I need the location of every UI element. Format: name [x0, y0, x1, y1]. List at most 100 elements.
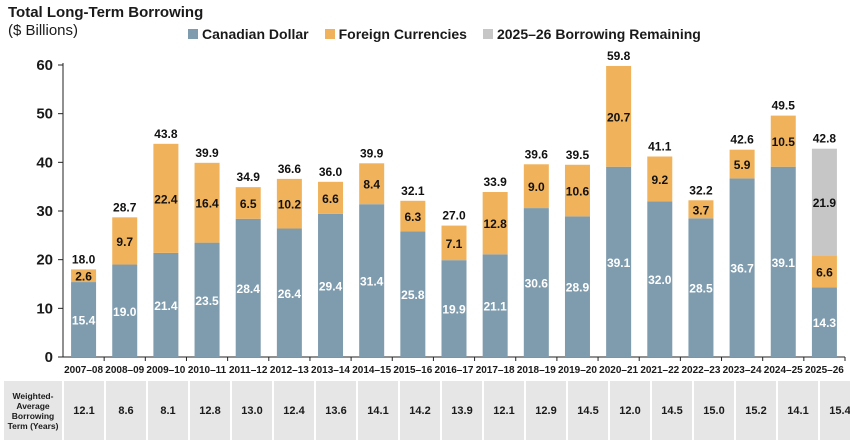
total-label: 32.2 [689, 183, 713, 197]
weighted-average-term-table: Weighted-Average Borrowing Term (Years) … [4, 381, 850, 440]
legend-swatch-foreign-currencies [324, 29, 335, 39]
bar-canadian-dollar [153, 252, 179, 357]
data-label-foreign-currencies: 9.2 [651, 173, 668, 187]
x-tick-label: 2024–25 [764, 365, 803, 376]
bar-canadian-dollar [729, 178, 755, 357]
bar-foreign-currencies [688, 200, 714, 219]
table-cell: 8.1 [148, 381, 188, 440]
table-row-label: Weighted-Average Borrowing Term (Years) [4, 381, 62, 440]
bar-canadian-dollar [523, 208, 549, 357]
data-label-foreign-currencies: 10.5 [772, 135, 796, 149]
bar-canadian-dollar [647, 201, 673, 357]
x-tick-label: 2015–16 [393, 365, 432, 376]
total-label: 41.1 [648, 139, 672, 153]
bar-borrowing-remaining [811, 148, 837, 256]
total-label: 39.5 [566, 148, 590, 162]
data-label-canadian-dollar: 25.8 [401, 288, 425, 302]
data-label-canadian-dollar: 15.4 [72, 314, 96, 328]
chart-title: Total Long-Term Borrowing [8, 4, 204, 21]
y-tick-label: 30 [36, 203, 53, 220]
data-label-canadian-dollar: 31.4 [360, 275, 384, 289]
total-label: 28.7 [113, 200, 137, 214]
data-label-canadian-dollar: 19.0 [113, 305, 137, 319]
bar-foreign-currencies [770, 115, 796, 167]
bar-foreign-currencies [400, 200, 426, 232]
bar-canadian-dollar [688, 218, 714, 357]
legend-label-foreign-currencies: Foreign Currencies [338, 26, 467, 42]
data-label-canadian-dollar: 14.3 [813, 316, 837, 330]
bar-foreign-currencies [523, 164, 549, 209]
data-label-foreign-currencies: 12.8 [483, 217, 507, 231]
bar-canadian-dollar [606, 166, 632, 357]
data-label-canadian-dollar: 29.4 [319, 279, 343, 293]
table-cell: 8.6 [106, 381, 146, 440]
data-label-canadian-dollar: 32.0 [648, 273, 672, 287]
data-label-canadian-dollar: 21.4 [154, 299, 178, 313]
x-tick-label: 2012–13 [270, 365, 309, 376]
data-label-canadian-dollar: 28.4 [237, 282, 261, 296]
table-cell: 13.9 [442, 381, 482, 440]
table-cell: 15.2 [736, 381, 776, 440]
total-label: 32.1 [401, 184, 425, 198]
x-tick-label: 2025–26 [805, 365, 844, 376]
table-cell: 13.6 [316, 381, 356, 440]
data-label-foreign-currencies: 6.6 [322, 192, 339, 206]
y-tick-label: 20 [36, 252, 53, 269]
total-label: 42.8 [813, 132, 837, 146]
bar-canadian-dollar [276, 228, 302, 357]
x-tick-label: 2019–20 [558, 365, 597, 376]
data-label-canadian-dollar: 28.5 [689, 282, 713, 296]
bar-canadian-dollar [318, 213, 344, 357]
x-tick-label: 2009–10 [146, 365, 185, 376]
bar-canadian-dollar [194, 242, 220, 357]
x-tick-label: 2017–18 [476, 365, 515, 376]
bar-foreign-currencies [276, 178, 302, 229]
y-tick-label: 0 [45, 349, 53, 366]
data-label-foreign-currencies: 22.4 [154, 192, 178, 206]
bar-foreign-currencies [564, 164, 590, 217]
y-tick-label: 50 [36, 106, 53, 123]
table-cell: 14.5 [568, 381, 608, 440]
total-label: 43.8 [154, 127, 178, 141]
data-label-foreign-currencies: 8.4 [363, 178, 380, 192]
bar-foreign-currencies [235, 187, 261, 219]
bar-canadian-dollar [400, 231, 426, 357]
legend-swatch-borrowing-remaining [482, 29, 493, 39]
table-cell: 14.1 [778, 381, 818, 440]
total-label: 27.0 [442, 209, 466, 223]
bar-foreign-currencies [194, 162, 220, 243]
bar-foreign-currencies [606, 65, 632, 167]
total-label: 34.9 [237, 170, 261, 184]
x-tick-label: 2014–15 [352, 365, 391, 376]
data-label-foreign-currencies: 9.0 [528, 180, 545, 194]
legend-label-canadian-dollar: Canadian Dollar [202, 26, 309, 42]
data-label-foreign-currencies: 7.1 [446, 237, 463, 251]
total-label: 39.6 [525, 147, 549, 161]
bar-foreign-currencies [153, 143, 179, 253]
x-tick-label: 2022–23 [681, 365, 720, 376]
data-label-foreign-currencies: 3.7 [693, 203, 710, 217]
bar-foreign-currencies [318, 181, 344, 214]
data-label-canadian-dollar: 39.1 [772, 256, 796, 270]
table-cell: 13.0 [232, 381, 272, 440]
legend: Canadian Dollar Foreign Currencies 2025–… [188, 26, 701, 42]
total-label: 42.6 [730, 133, 754, 147]
bar-canadian-dollar [235, 218, 261, 357]
data-label-canadian-dollar: 36.7 [730, 262, 754, 276]
data-label-canadian-dollar: 23.5 [195, 294, 219, 308]
table-cell: 12.0 [610, 381, 650, 440]
bar-foreign-currencies [441, 225, 467, 261]
legend-label-borrowing-remaining: 2025–26 Borrowing Remaining [496, 26, 701, 42]
bar-foreign-currencies [647, 156, 673, 202]
x-tick-label: 2011–12 [229, 365, 268, 376]
x-tick-label: 2008–09 [105, 365, 144, 376]
x-tick-label: 2021–22 [640, 365, 679, 376]
data-label-canadian-dollar: 30.6 [525, 277, 549, 291]
data-label-foreign-currencies: 9.7 [116, 235, 133, 249]
total-label: 39.9 [195, 146, 219, 160]
bar-foreign-currencies [811, 255, 837, 288]
table-cell: 14.2 [400, 381, 440, 440]
bar-canadian-dollar [770, 166, 796, 357]
legend-item-foreign-currencies: Foreign Currencies [324, 26, 467, 42]
bar-foreign-currencies [482, 192, 508, 255]
